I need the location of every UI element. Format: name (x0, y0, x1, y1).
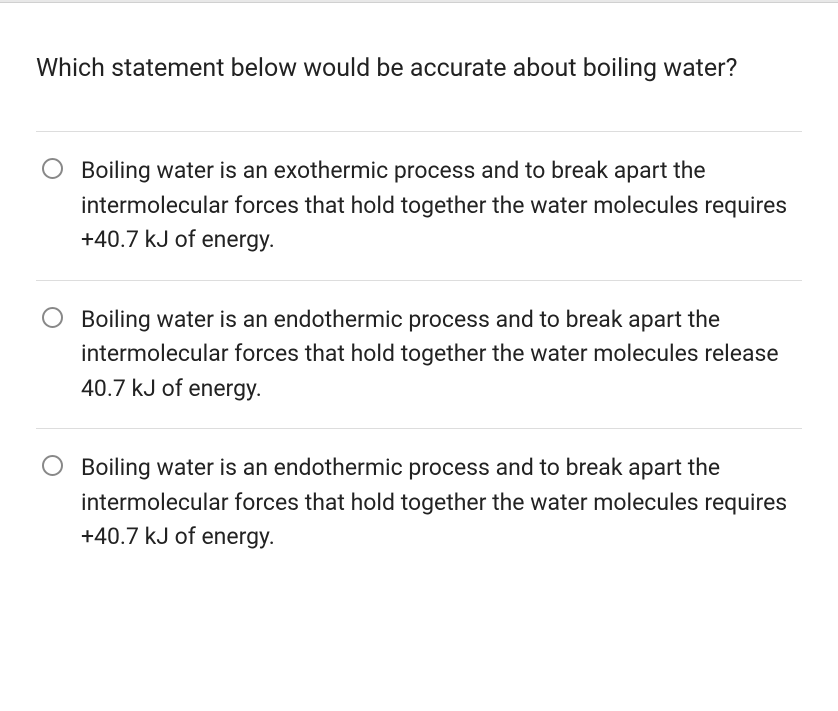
option-label: Boiling water is an endothermic process … (81, 303, 796, 407)
options-list: Boiling water is an exothermic process a… (36, 131, 802, 577)
option-label: Boiling water is an exothermic process a… (81, 154, 796, 258)
question-container: Which statement below would be accurate … (0, 3, 838, 577)
question-text: Which statement below would be accurate … (36, 51, 802, 87)
option-row[interactable]: Boiling water is an endothermic process … (36, 429, 802, 577)
radio-button[interactable] (42, 307, 63, 328)
radio-button[interactable] (42, 158, 63, 179)
option-row[interactable]: Boiling water is an endothermic process … (36, 281, 802, 430)
radio-button[interactable] (42, 455, 63, 476)
option-row[interactable]: Boiling water is an exothermic process a… (36, 132, 802, 281)
option-label: Boiling water is an endothermic process … (81, 451, 796, 555)
